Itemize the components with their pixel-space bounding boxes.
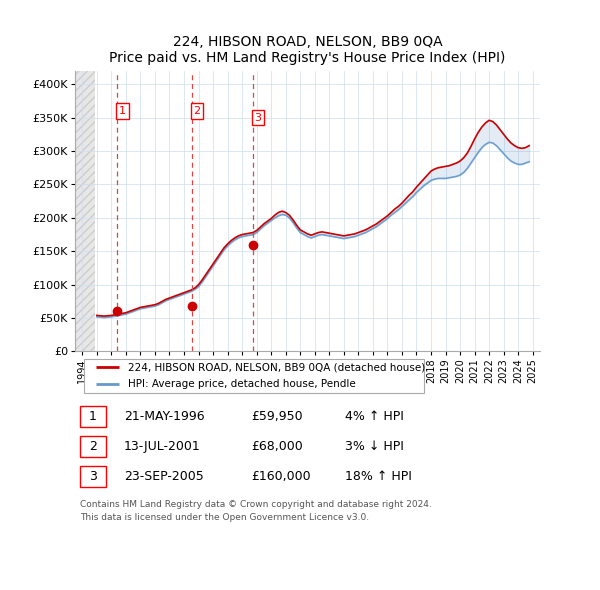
Text: 1: 1 xyxy=(89,410,97,423)
Text: 23-SEP-2005: 23-SEP-2005 xyxy=(124,470,203,483)
Text: 1: 1 xyxy=(119,106,126,116)
Text: 13-JUL-2001: 13-JUL-2001 xyxy=(124,440,200,453)
Text: This data is licensed under the Open Government Licence v3.0.: This data is licensed under the Open Gov… xyxy=(80,513,369,522)
FancyBboxPatch shape xyxy=(80,407,106,427)
Text: HPI: Average price, detached house, Pendle: HPI: Average price, detached house, Pend… xyxy=(128,379,356,389)
Text: 224, HIBSON ROAD, NELSON, BB9 0QA (detached house): 224, HIBSON ROAD, NELSON, BB9 0QA (detac… xyxy=(128,362,426,372)
Text: £59,950: £59,950 xyxy=(252,410,304,423)
Text: 21-MAY-1996: 21-MAY-1996 xyxy=(124,410,205,423)
Text: 18% ↑ HPI: 18% ↑ HPI xyxy=(344,470,412,483)
Text: £68,000: £68,000 xyxy=(252,440,304,453)
FancyBboxPatch shape xyxy=(80,437,106,457)
Title: 224, HIBSON ROAD, NELSON, BB9 0QA
Price paid vs. HM Land Registry's House Price : 224, HIBSON ROAD, NELSON, BB9 0QA Price … xyxy=(109,35,506,65)
Text: £160,000: £160,000 xyxy=(252,470,311,483)
Text: 4% ↑ HPI: 4% ↑ HPI xyxy=(344,410,404,423)
FancyBboxPatch shape xyxy=(84,359,424,392)
Bar xyxy=(75,71,95,352)
Text: 2: 2 xyxy=(194,106,200,116)
Text: 3: 3 xyxy=(89,470,97,483)
Text: Contains HM Land Registry data © Crown copyright and database right 2024.: Contains HM Land Registry data © Crown c… xyxy=(80,500,431,509)
Text: 3% ↓ HPI: 3% ↓ HPI xyxy=(344,440,404,453)
FancyBboxPatch shape xyxy=(80,466,106,487)
Text: 3: 3 xyxy=(254,113,262,123)
Text: 2: 2 xyxy=(89,440,97,453)
